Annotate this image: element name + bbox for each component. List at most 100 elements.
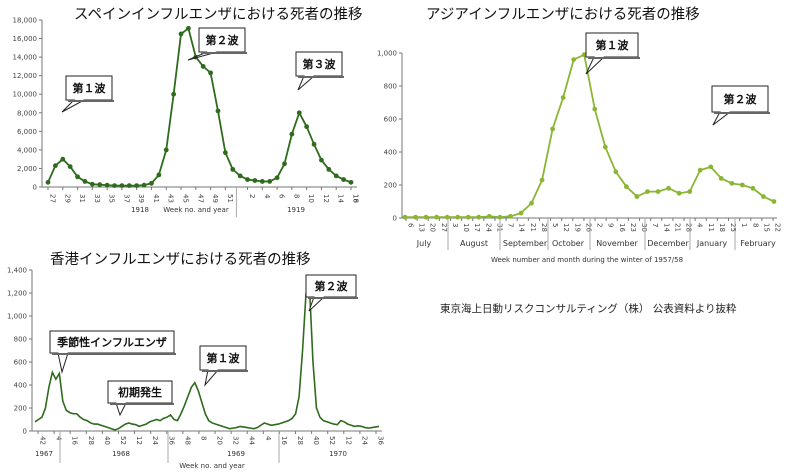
asian-ytick-label: 200 (384, 182, 397, 190)
spanish-xtick-label: 27 (49, 194, 57, 203)
asian-xlabel: Week number and month during the winter … (491, 256, 683, 264)
asian-ytick-label: 1,000 (377, 50, 397, 58)
asian-point (550, 126, 555, 132)
spanish-xtick-label: 47 (196, 194, 204, 203)
asian-point (486, 213, 492, 219)
asian-point (708, 164, 714, 170)
spanish-callout-wave1-shadow (68, 100, 114, 102)
spanish-callout-wave3-text: 第３波 (303, 57, 337, 71)
spanish-point (149, 180, 154, 186)
asian-point (465, 214, 471, 220)
asian-xtick-label: 19 (573, 223, 581, 232)
asian-xtick-label: 17 (473, 223, 481, 232)
spanish-point (178, 31, 184, 37)
hk-ytick-label: 200 (14, 405, 27, 413)
spanish-ytick-label: 0 (33, 184, 37, 192)
spanish-xtick-label: 4 (263, 194, 271, 199)
hk-callout-seasonal-shadow (52, 353, 176, 355)
asian-point (402, 214, 408, 220)
spanish-xtick-label: 12 (322, 194, 330, 203)
asian-ytick-label: 0 (393, 215, 397, 223)
spanish-ytick-label: 18,000 (13, 17, 38, 25)
asian-callout-wave2-box (711, 85, 769, 126)
asian-xtick-label: 23 (629, 223, 637, 232)
asian-month-label: July (416, 239, 432, 248)
hk-year-label: 1969 (227, 450, 245, 458)
asian-month-label: September (503, 239, 548, 248)
asian-xtick-label: 14 (662, 223, 670, 232)
asian-point (739, 182, 745, 188)
hk-callout-seasonal: 季節性インフルエンザ (49, 330, 176, 374)
spanish-xtick-label: 16 (352, 194, 360, 203)
spanish-year-1918: 1918 (131, 206, 149, 214)
asian-xtick-label: 1 (740, 223, 748, 227)
asian-month-label: February (740, 239, 776, 248)
spanish-point (200, 63, 206, 69)
asian-xtick-label: 27 (440, 223, 448, 232)
spanish-xtick-label: 45 (182, 194, 190, 203)
asian-xtick-label: 6 (407, 223, 415, 228)
asian-xtick-label: 22 (774, 223, 782, 232)
spanish-point (237, 173, 243, 179)
asian-point (645, 189, 650, 195)
spanish-point (230, 166, 236, 172)
asian-point (592, 106, 598, 112)
asian-flu-title: アジアインフルエンザにおける死者の推移 (426, 7, 700, 23)
spanish-point (112, 183, 117, 189)
spanish-xtick-label: 49 (211, 194, 219, 203)
spanish-callout-wave1-box (61, 75, 113, 113)
asian-point (771, 199, 777, 204)
asian-point (761, 194, 766, 199)
spanish-point (67, 164, 73, 169)
spanish-point (97, 182, 103, 188)
hk-year-label: 1968 (112, 450, 130, 458)
hk-xtick-label: 36 (167, 436, 175, 445)
spanish-point (333, 173, 339, 179)
hk-ytick-label: 400 (14, 382, 27, 390)
spanish-xtick-label: 51 (226, 194, 234, 203)
spanish-ytick-label: 2,000 (17, 165, 37, 173)
asian-xtick-label: 7 (651, 223, 659, 227)
asian-xtick-label: 15 (762, 223, 770, 232)
spanish-point (245, 177, 250, 182)
hk-callout-wave2-text: 第２波 (315, 279, 349, 293)
hk-xtick-label: 28 (296, 436, 304, 445)
asian-point (718, 176, 724, 181)
spanish-flu-title: スペインインフルエンザにおける死者の推移 (74, 7, 363, 23)
asian-ytick-label: 400 (384, 149, 397, 157)
spanish-xtick-label: 31 (78, 194, 86, 203)
spanish-xtick-label: 37 (122, 194, 130, 203)
asian-ytick-label: 800 (384, 83, 397, 91)
asian-xtick-label: 7 (507, 223, 515, 227)
spanish-point (82, 179, 88, 184)
spanish-year-1919: 1919 (287, 206, 305, 214)
spanish-point (186, 25, 191, 31)
hk-xtick-label: 28 (87, 436, 95, 445)
spanish-point (45, 179, 51, 185)
asian-point (581, 52, 587, 58)
spanish-point (75, 174, 80, 180)
asian-point (602, 144, 608, 150)
hk-callout-seasonal-text: 季節性インフルエンザ (56, 335, 167, 349)
spanish-point (348, 179, 354, 185)
spanish-callout-wave2-text: 第２波 (206, 33, 240, 47)
spanish-xtick-label: 41 (152, 194, 160, 203)
source-note: 東京海上日動リスクコンサルティング（株） 公表資料より抜粋 (440, 303, 737, 315)
asian-xtick-label: 21 (673, 223, 681, 232)
asian-xtick-label: 9 (607, 223, 615, 227)
hk-xtick-label: 44 (248, 436, 256, 445)
hk-xtick-label: 42 (39, 436, 47, 445)
spanish-point (104, 182, 110, 188)
hk-ytick-label: 800 (14, 336, 27, 344)
asian-month-label: December (647, 239, 689, 248)
asian-point (655, 189, 661, 195)
spanish-point (222, 150, 228, 156)
spanish-xtick-label: 8 (292, 194, 300, 198)
spanish-point (126, 183, 132, 189)
asian-point (571, 57, 577, 62)
spanish-ytick-label: 6,000 (17, 128, 37, 136)
asian-xtick-label: 21 (529, 223, 537, 232)
spanish-point (171, 91, 177, 97)
asian-point (529, 200, 534, 206)
spanish-ytick-label: 10,000 (13, 91, 38, 99)
